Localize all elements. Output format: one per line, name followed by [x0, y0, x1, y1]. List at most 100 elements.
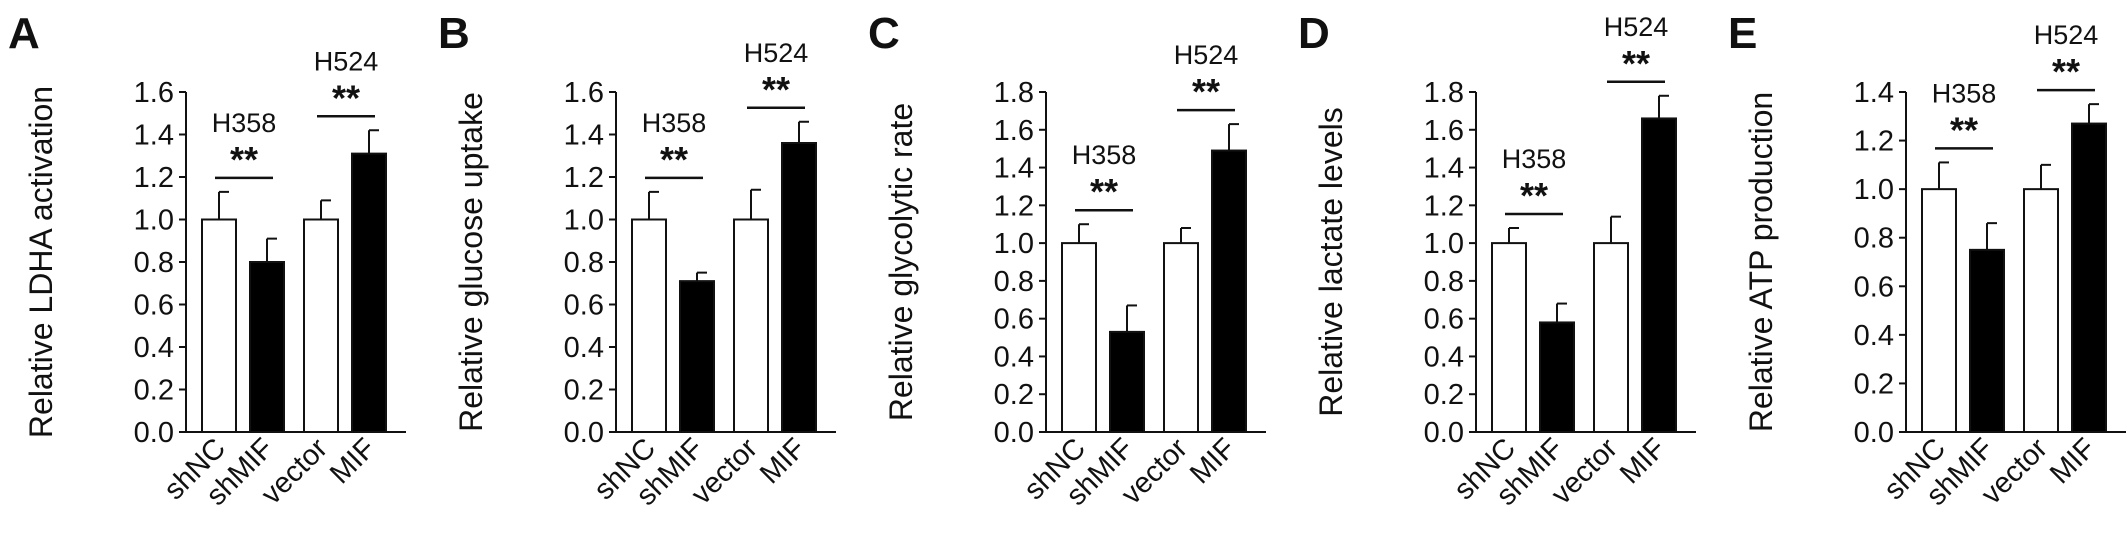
- y-tick-label: 1.0: [134, 205, 174, 237]
- bar-shmif: [1109, 330, 1145, 433]
- group-label: H358: [212, 108, 277, 138]
- y-tick-label: 1.0: [1424, 228, 1464, 260]
- y-tick-label: 0.6: [564, 290, 604, 322]
- y-tick-label: 0.4: [134, 332, 174, 364]
- bar-vector: [303, 218, 339, 433]
- y-tick-label: 1.4: [564, 120, 604, 152]
- bar-mif: [2071, 122, 2107, 433]
- y-tick-label: 1.4: [1854, 77, 1894, 109]
- bar-shmif: [679, 280, 715, 433]
- bar-shnc: [631, 218, 667, 433]
- y-tick-label: 0.6: [1424, 304, 1464, 336]
- y-tick-label: 1.4: [994, 153, 1034, 185]
- bar-shnc: [201, 218, 237, 433]
- significance-marker: **: [2052, 51, 2080, 92]
- bar-shmif: [249, 261, 285, 433]
- y-tick-label: 1.6: [134, 77, 174, 109]
- y-tick-label: 1.8: [1424, 77, 1464, 109]
- bar-mif: [1641, 117, 1677, 433]
- y-axis-label: Relative glycolytic rate: [883, 103, 919, 421]
- panel-letter: A: [8, 9, 40, 58]
- bar-vector: [1593, 242, 1629, 433]
- category-label: MIF: [324, 432, 382, 490]
- y-axis-label: Relative ATP production: [1743, 92, 1779, 432]
- bar-mif: [781, 142, 817, 433]
- bar-vector: [2023, 188, 2059, 433]
- bar-mif: [1211, 149, 1247, 434]
- y-tick-label: 0.0: [1854, 417, 1894, 449]
- significance-marker: **: [1520, 175, 1548, 216]
- y-axis-label: Relative LDHA activation: [23, 86, 59, 438]
- y-tick-label: 0.2: [1854, 368, 1894, 400]
- group-label: H358: [1502, 144, 1567, 174]
- bar-mif: [351, 152, 387, 433]
- panel-d: D Relative lactate levels 0.0 0.2 0.4 0.6 0.8 1…: [1298, 9, 1696, 512]
- bar-shmif: [1969, 248, 2005, 433]
- y-tick-label: 0.8: [564, 247, 604, 279]
- y-tick-label: 0.4: [564, 332, 604, 364]
- y-tick-label: 0.2: [564, 375, 604, 407]
- significance-marker: **: [1622, 43, 1650, 84]
- group-label: H524: [744, 38, 809, 68]
- y-tick-label: 0.0: [134, 417, 174, 449]
- bar-shnc: [1491, 242, 1527, 433]
- y-axis-label: Relative lactate levels: [1313, 107, 1349, 416]
- category-label: MIF: [1184, 432, 1242, 490]
- y-tick-label: 0.4: [1424, 341, 1464, 373]
- group-label: H358: [642, 108, 707, 138]
- y-tick-label: 1.6: [1424, 115, 1464, 147]
- y-tick-label: 0.8: [134, 247, 174, 279]
- bar-shmif: [1539, 321, 1575, 434]
- group-label: H524: [314, 46, 379, 76]
- significance-marker: **: [230, 139, 258, 180]
- y-tick-label: 0.4: [1854, 320, 1894, 352]
- y-tick-label: 1.2: [1854, 126, 1894, 158]
- y-tick-label: 0.2: [134, 375, 174, 407]
- y-tick-label: 0.4: [994, 341, 1034, 373]
- significance-marker: **: [762, 69, 790, 110]
- panel-letter: D: [1298, 9, 1330, 58]
- y-tick-label: 1.2: [134, 162, 174, 194]
- bar-shnc: [1061, 242, 1097, 433]
- y-tick-label: 0.0: [1424, 417, 1464, 449]
- y-tick-label: 1.6: [564, 77, 604, 109]
- panel-a: A Relative LDHA activation 0.0 0.2 0.4 0.6 0.8…: [8, 9, 406, 512]
- group-label: H358: [1932, 78, 1997, 108]
- y-tick-label: 0.8: [1424, 266, 1464, 298]
- significance-marker: **: [1950, 109, 1978, 150]
- y-tick-label: 1.2: [564, 162, 604, 194]
- panel-letter: B: [438, 9, 470, 58]
- y-tick-label: 1.0: [1854, 174, 1894, 206]
- panel-letter: E: [1728, 9, 1757, 58]
- y-tick-label: 0.6: [994, 304, 1034, 336]
- y-tick-label: 1.4: [134, 120, 174, 152]
- significance-marker: **: [1090, 171, 1118, 212]
- y-tick-label: 0.0: [564, 417, 604, 449]
- significance-marker: **: [332, 77, 360, 118]
- category-label: MIF: [754, 432, 812, 490]
- significance-marker: **: [660, 139, 688, 180]
- y-tick-label: 0.6: [1854, 271, 1894, 303]
- y-tick-label: 1.0: [994, 228, 1034, 260]
- y-axis-label: Relative glucose uptake: [453, 92, 489, 432]
- y-tick-label: 1.0: [564, 205, 604, 237]
- group-label: H524: [1604, 12, 1669, 42]
- panel-e: E Relative ATP production 0.0 0.2 0.4 0.6 0.8 1…: [1728, 9, 2126, 512]
- y-tick-label: 1.4: [1424, 153, 1464, 185]
- category-label: MIF: [1614, 432, 1672, 490]
- significance-marker: **: [1192, 71, 1220, 112]
- y-tick-label: 1.6: [994, 115, 1034, 147]
- y-tick-label: 0.2: [1424, 379, 1464, 411]
- panel-b: B Relative glucose uptake 0.0 0.2 0.4 0.6 0.8 1…: [438, 9, 836, 512]
- panel-c: C Relative glycolytic rate 0.0 0.2 0.4 0.6 0.8…: [868, 9, 1266, 512]
- y-tick-label: 1.2: [1424, 190, 1464, 222]
- group-label: H358: [1072, 140, 1137, 170]
- bar-vector: [1163, 242, 1199, 433]
- y-tick-label: 0.6: [134, 290, 174, 322]
- panel-letter: C: [868, 9, 900, 58]
- group-label: H524: [2034, 20, 2099, 50]
- bar-shnc: [1921, 188, 1957, 433]
- group-label: H524: [1174, 40, 1239, 70]
- y-tick-label: 0.8: [1854, 223, 1894, 255]
